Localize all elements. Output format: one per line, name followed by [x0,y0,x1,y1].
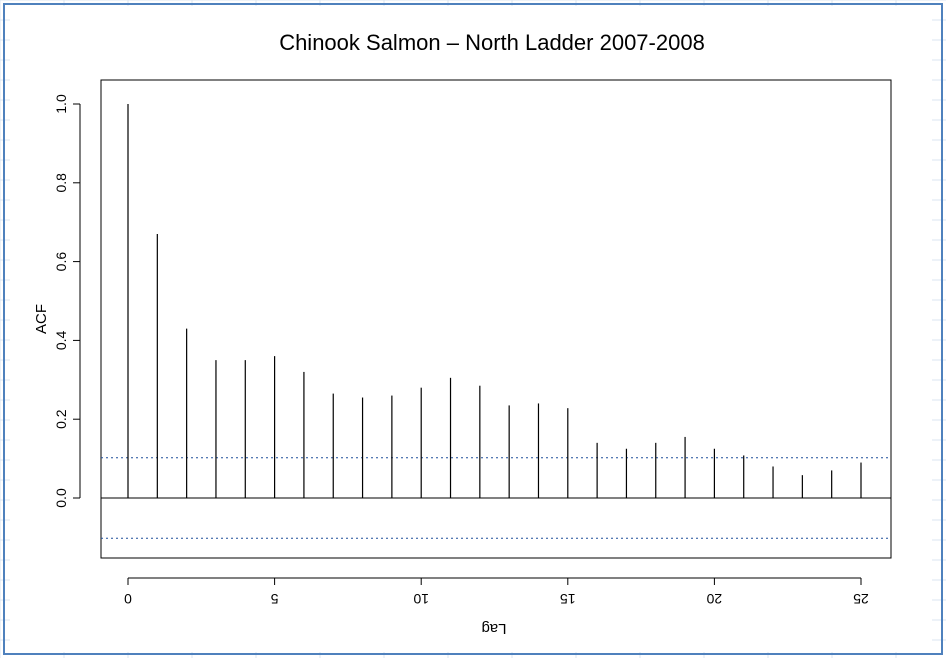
acf-bars [127,104,862,498]
y-tick-label: 1.0 [53,94,69,114]
x-tick-label: 5 [270,591,278,607]
confidence-bounds [101,457,891,539]
y-tick-label: 0.0 [53,488,69,508]
x-tick-label: 25 [853,591,869,607]
x-axis: 0 5 10 15 20 25 [124,577,869,607]
chart-title: Chinook Salmon – North Ladder 2007-2008 [279,30,705,55]
x-tick-label: 20 [706,591,722,607]
x-tick-label: 10 [413,591,429,607]
y-tick-label: 0.2 [53,409,69,429]
x-tick-label: 15 [560,591,576,607]
y-tick-label: 0.8 [53,173,69,193]
plot-box [100,79,892,559]
chart-area-border [3,3,943,655]
x-axis-label: Lag [481,620,506,637]
y-axis: 0.0 0.2 0.4 0.6 0.8 1.0 [53,94,81,508]
y-tick-label: 0.6 [53,252,69,272]
y-axis-label: ACF [33,304,50,334]
y-tick-label: 0.4 [53,330,69,350]
chart-area-background [10,6,932,652]
x-tick-label: 0 [124,591,132,607]
